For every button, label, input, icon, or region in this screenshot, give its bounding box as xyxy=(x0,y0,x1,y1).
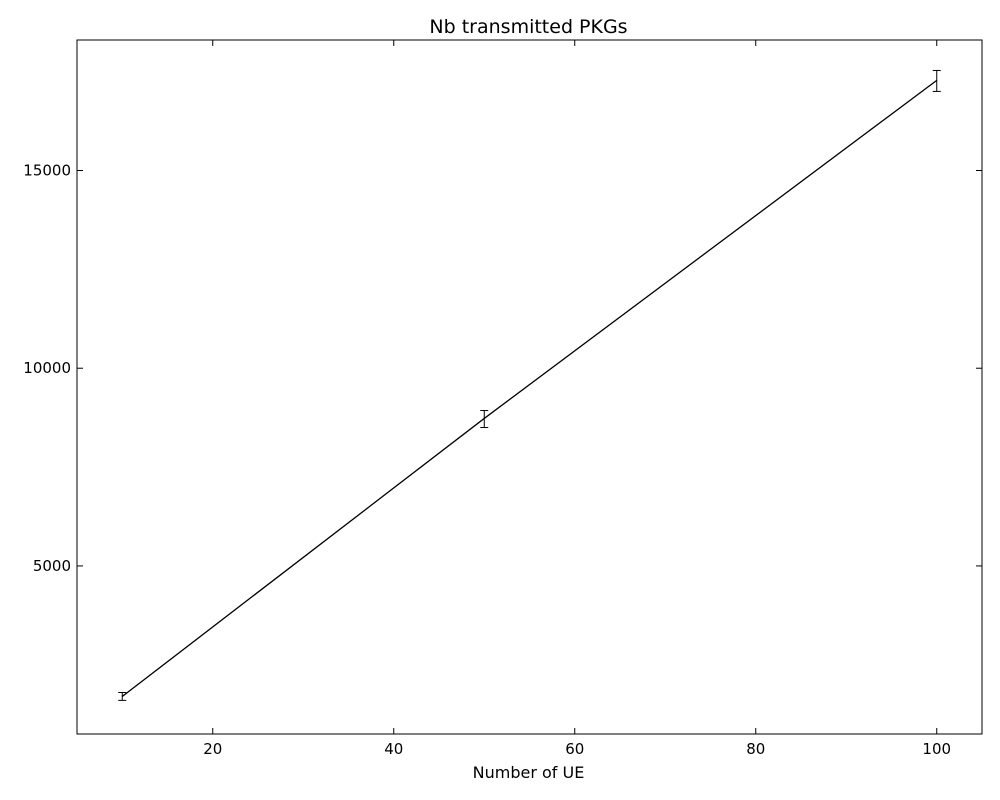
y-tick-label: 10000 xyxy=(23,359,71,377)
y-tick-label: 15000 xyxy=(23,161,71,179)
x-tick-label: 20 xyxy=(203,740,222,758)
plot-frame xyxy=(76,39,983,735)
x-tick-label: 80 xyxy=(746,740,765,758)
x-tick-label: 100 xyxy=(922,740,951,758)
x-axis-title: Number of UE xyxy=(473,763,585,782)
plot-area xyxy=(118,69,941,701)
axes: 20 40 60 80 100 5000 10000 15000 xyxy=(23,39,983,758)
series-line xyxy=(121,79,938,697)
x-tick-label: 60 xyxy=(565,740,584,758)
x-tick-label: 40 xyxy=(384,740,403,758)
chart-title: Nb transmitted PKGs xyxy=(429,16,627,38)
y-tick-label: 5000 xyxy=(33,557,71,575)
